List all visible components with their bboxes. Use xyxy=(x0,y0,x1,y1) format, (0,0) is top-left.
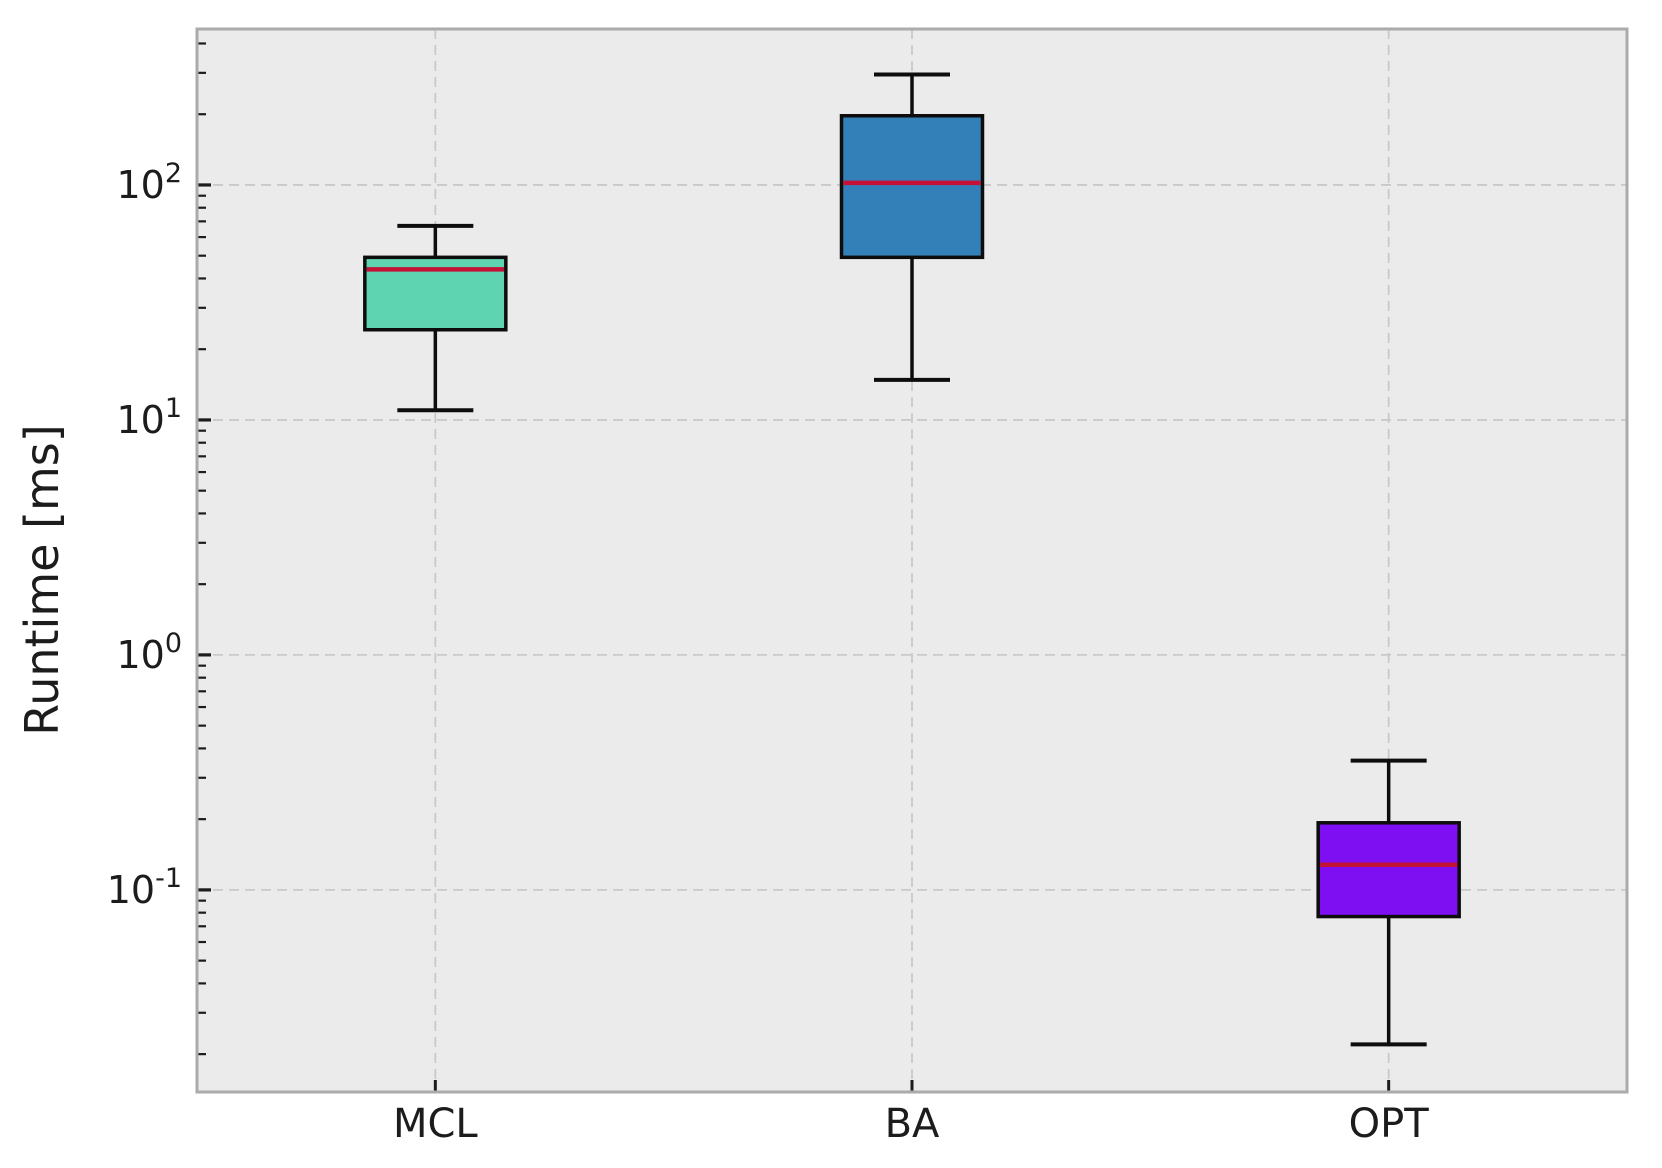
y-axis-tick-label: 102 xyxy=(116,158,182,207)
plot-border xyxy=(195,27,1629,1094)
x-axis-tick-label-opt: OPT xyxy=(1349,1101,1430,1147)
x-axis-tick-label-ba: BA xyxy=(885,1101,940,1147)
y-axis-label: Runtime [ms] xyxy=(15,424,69,735)
y-axis-tick-label: 101 xyxy=(116,393,182,442)
iqr-box xyxy=(839,114,985,260)
iqr-box xyxy=(1316,821,1461,919)
y-axis-tick-label: 100 xyxy=(116,628,182,677)
box-mcl xyxy=(363,223,508,413)
box-opt xyxy=(1316,758,1461,1047)
x-axis-tick-label-mcl: MCL xyxy=(393,1101,478,1147)
box-ba xyxy=(839,72,985,382)
y-axis-tick-label: 10-1 xyxy=(107,863,182,912)
